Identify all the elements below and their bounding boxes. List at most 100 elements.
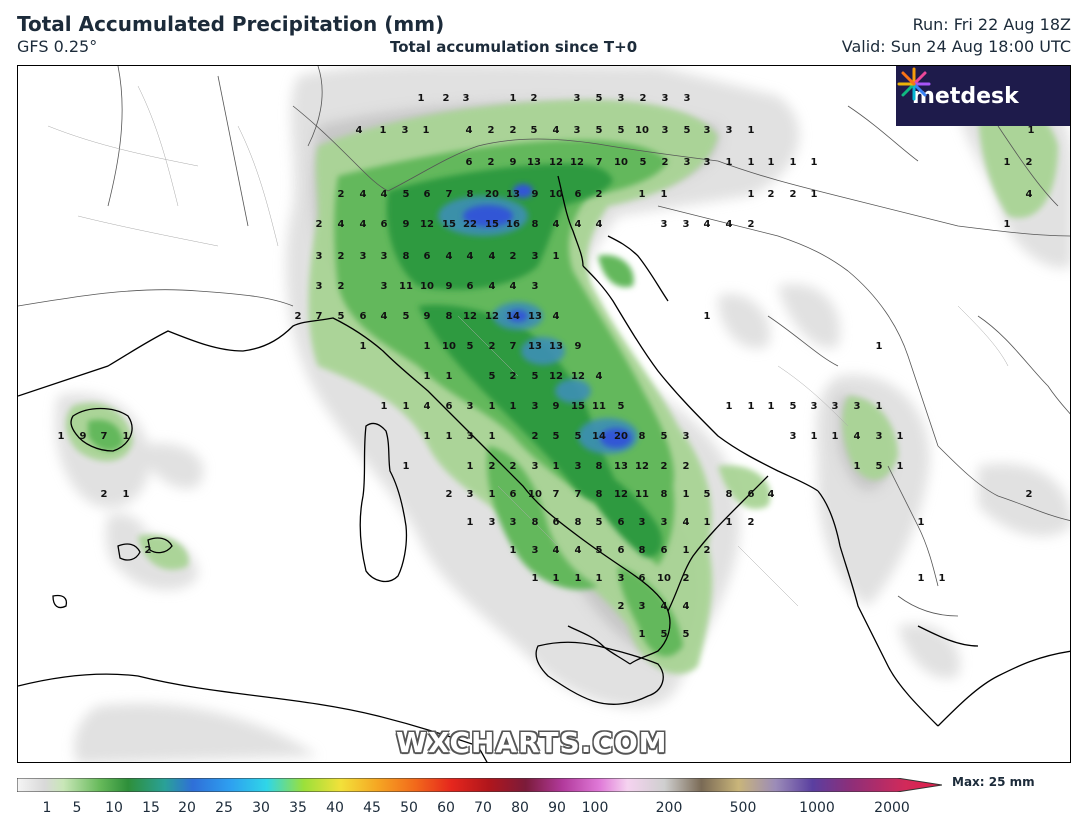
precip-value-label: 13 <box>549 341 563 352</box>
precip-value-label: 2 <box>338 189 345 200</box>
precip-value-label: 2 <box>790 189 797 200</box>
precip-value-label: 1 <box>748 189 755 200</box>
precip-value-label: 3 <box>661 219 668 230</box>
precip-value-label: 1 <box>380 125 387 136</box>
precip-value-label: 1 <box>510 545 517 556</box>
precip-value-label: 10 <box>614 157 628 168</box>
precip-value-label: 3 <box>726 125 733 136</box>
precip-value-label: 1 <box>726 401 733 412</box>
precip-value-label: 2 <box>338 281 345 292</box>
precip-value-label: 3 <box>381 281 388 292</box>
precip-value-label: 12 <box>420 219 434 230</box>
precip-value-label: 9 <box>403 219 410 230</box>
precip-value-label: 6 <box>618 517 625 528</box>
precip-value-label: 1 <box>832 431 839 442</box>
precip-value-label: 3 <box>683 431 690 442</box>
precip-value-label: 4 <box>661 601 668 612</box>
precip-value-label: 5 <box>704 489 711 500</box>
precip-value-label: 1 <box>467 517 474 528</box>
precip-value-label: 14 <box>506 311 520 322</box>
precip-value-label: 1 <box>403 461 410 472</box>
precip-value-label: 11 <box>635 489 649 500</box>
precip-value-label: 1 <box>575 573 582 584</box>
precip-value-label: 3 <box>662 93 669 104</box>
precip-value-label: 11 <box>592 401 606 412</box>
precip-value-label: 1 <box>489 401 496 412</box>
colorbar-ticks: 1 5 10 15 20 25 30 35 40 45 50 60 70 80 … <box>17 800 942 820</box>
precip-value-label: 1 <box>510 93 517 104</box>
run-label: Run: Fri 22 Aug 18Z <box>912 15 1071 34</box>
metdesk-burst-icon <box>897 67 931 101</box>
precip-value-label: 1 <box>939 573 946 584</box>
precip-value-label: 3 <box>532 401 539 412</box>
precip-value-label: 1 <box>1004 219 1011 230</box>
precip-value-label: 3 <box>532 281 539 292</box>
precip-value-label: 9 <box>424 311 431 322</box>
precip-value-label: 7 <box>510 341 517 352</box>
precip-value-label: 6 <box>510 489 517 500</box>
precip-value-label: 1 <box>876 401 883 412</box>
precip-value-label: 12 <box>635 461 649 472</box>
precip-value-label: 6 <box>424 189 431 200</box>
precip-value-label: 6 <box>381 219 388 230</box>
admin-lines <box>47 85 1009 607</box>
precip-value-label: 6 <box>360 311 367 322</box>
precipitation-map[interactable]: 1 2 3 1 2 3 5 3 2 3 3 4 1 3 1 4 2 2 5 4 3 5 5 10 3 5 3 3 1 1 6 2 9 13 12 12… <box>17 65 1071 763</box>
precip-value-label: 4 <box>683 601 690 612</box>
precip-value-label: 22 <box>463 219 477 230</box>
precip-value-label: 6 <box>618 545 625 556</box>
colorbar-tick: 90 <box>548 800 566 816</box>
precip-value-label: 8 <box>403 251 410 262</box>
precip-value-label: 1 <box>726 517 733 528</box>
precip-value-label: 4 <box>596 371 603 382</box>
precip-value-label: 8 <box>661 489 668 500</box>
precip-value-label: 5 <box>467 341 474 352</box>
colorbar-tick: 1 <box>42 800 52 816</box>
precip-value-label: 2 <box>510 371 517 382</box>
precip-value-label: 4 <box>1026 189 1033 200</box>
precip-value-label: 15 <box>442 219 456 230</box>
colorbar-tick: 40 <box>326 800 344 816</box>
precip-value-label: 8 <box>532 219 539 230</box>
precip-value-label: 3 <box>618 573 625 584</box>
precip-value-label: 1 <box>918 517 925 528</box>
precip-value-label: 1 <box>1028 125 1035 136</box>
precip-value-label: 1 <box>811 189 818 200</box>
precip-value-label: 4 <box>467 251 474 262</box>
precip-value-label: 6 <box>446 401 453 412</box>
precip-value-label: 3 <box>811 401 818 412</box>
precip-value-label: 2 <box>618 601 625 612</box>
precip-value-label: 10 <box>528 489 542 500</box>
precip-value-label: 3 <box>639 601 646 612</box>
precip-value-label: 1 <box>683 489 690 500</box>
precip-value-label: 1 <box>704 311 711 322</box>
precip-value-label: 1 <box>489 431 496 442</box>
precip-value-label: 1 <box>918 573 925 584</box>
precip-value-label: 1 <box>661 189 668 200</box>
precip-value-label: 8 <box>467 189 474 200</box>
chart-title: Total Accumulated Precipitation (mm) <box>17 12 445 36</box>
precip-value-label: 1 <box>424 341 431 352</box>
precip-value-label: 4 <box>553 125 560 136</box>
precip-value-label: 3 <box>316 251 323 262</box>
precip-value-label: 3 <box>704 157 711 168</box>
metdesk-logo[interactable]: metdesk <box>896 66 1070 126</box>
colorbar-tick: 100 <box>581 800 609 816</box>
precip-value-label: 1 <box>446 371 453 382</box>
precip-value-label: 2 <box>446 489 453 500</box>
precip-value-label: 3 <box>704 125 711 136</box>
precip-value-label: 1 <box>790 157 797 168</box>
precip-value-label: 3 <box>463 93 470 104</box>
precip-value-label: 5 <box>640 157 647 168</box>
precip-value-label: 3 <box>854 401 861 412</box>
precip-value-label: 7 <box>446 189 453 200</box>
precip-value-label: 1 <box>532 573 539 584</box>
precip-value-label: 10 <box>635 125 649 136</box>
precip-value-label: 1 <box>381 401 388 412</box>
precip-value-label: 2 <box>443 93 450 104</box>
precip-value-label: 5 <box>403 311 410 322</box>
precip-value-label: 7 <box>553 489 560 500</box>
precip-value-label: 5 <box>661 431 668 442</box>
precip-value-label: 5 <box>575 431 582 442</box>
precip-value-label: 5 <box>618 401 625 412</box>
